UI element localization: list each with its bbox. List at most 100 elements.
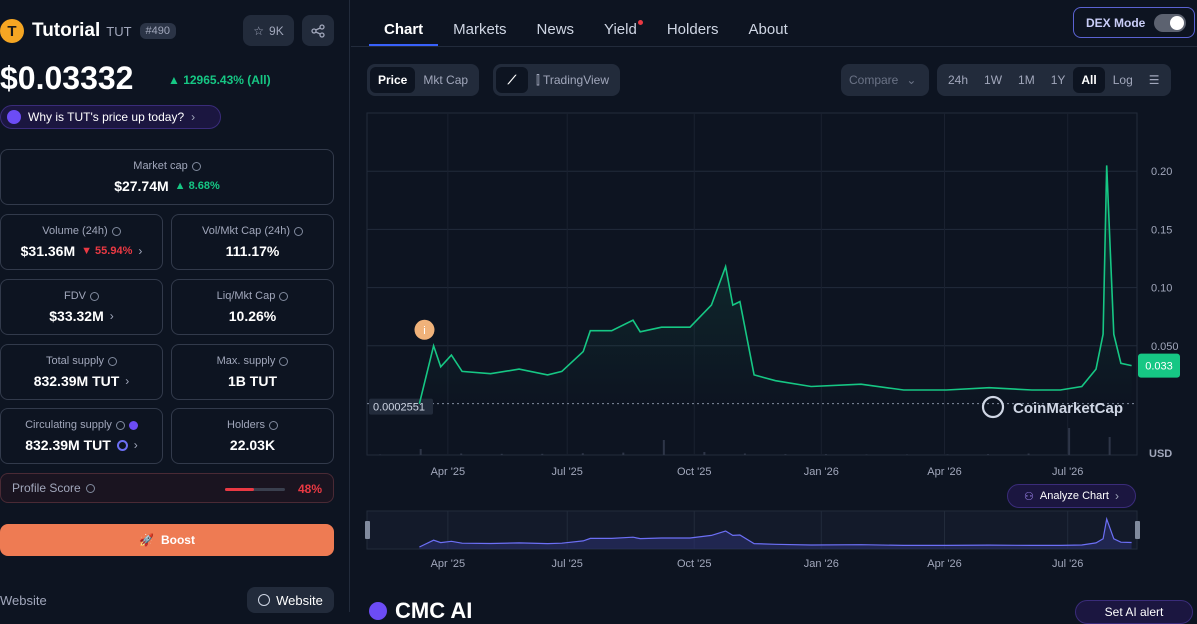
line-chart-icon: ⟋ — [507, 73, 517, 87]
y-tick-label: 0.050 — [1151, 341, 1179, 353]
share-button[interactable] — [302, 15, 334, 46]
holders-value: 22.03K — [229, 437, 276, 453]
volume-bar — [865, 454, 868, 455]
range-24h[interactable]: 24h — [948, 73, 969, 87]
tab-about[interactable]: About — [748, 21, 788, 38]
x-tick-label: Jul '26 — [1052, 466, 1083, 478]
vol-mkt-value: 111.17% — [225, 243, 280, 259]
volume-bar — [824, 454, 827, 455]
liq-mkt-card: Liq/Mkt Cap 10.26% — [171, 279, 334, 335]
info-icon[interactable] — [279, 291, 289, 301]
ai-icon: ⚇ — [1024, 490, 1034, 503]
chevron-right-icon: › — [125, 374, 130, 388]
navigator-area — [419, 519, 1132, 549]
cmc-ai-title: CMC AI — [395, 598, 473, 623]
analyze-chart-button[interactable]: ⚇ Analyze Chart › — [1007, 484, 1136, 508]
vol-mkt-label: Vol/Mkt Cap (24h) — [201, 225, 291, 237]
why-price-up-button[interactable]: Why is TUT's price up today? › — [0, 105, 221, 129]
range-all[interactable]: All — [1073, 67, 1105, 93]
navigator-handle-right[interactable] — [1135, 521, 1140, 539]
y-tick-label: 0.20 — [1151, 166, 1172, 178]
website-button[interactable]: Website — [247, 587, 334, 613]
annotation-marker-label: i — [423, 325, 425, 337]
tab-markets[interactable]: Markets — [453, 21, 507, 38]
price-change: ▲ 12965.43% (All) — [168, 73, 271, 87]
info-icon[interactable] — [294, 226, 304, 236]
boost-button[interactable]: 🚀 Boost — [0, 524, 334, 556]
volume-value: $31.36M — [20, 243, 76, 259]
info-icon[interactable] — [115, 420, 125, 430]
coin-logo: T — [0, 19, 24, 43]
circulating-supply-card[interactable]: Circulating supply 832.39M TUT › — [0, 408, 163, 464]
info-icon[interactable] — [111, 226, 121, 236]
analyze-chart-label: Analyze Chart — [1039, 490, 1109, 502]
vol-mkt-card: Vol/Mkt Cap (24h) 111.17% — [171, 214, 334, 270]
profile-score-value: 48% — [297, 482, 322, 496]
price-area — [419, 165, 1132, 404]
start-price-label-bg — [369, 398, 433, 415]
tradingview-button[interactable]: ⫿ TradingView — [528, 67, 617, 93]
log-toggle[interactable]: Log — [1112, 73, 1133, 87]
candles-icon: ⫿ — [536, 73, 543, 87]
watchlist-button[interactable]: ☆ 9K — [243, 15, 294, 46]
toggle-switch[interactable] — [1154, 14, 1186, 32]
volume-bar — [784, 454, 787, 455]
volume-card[interactable]: Volume (24h) $31.36M ▼ 55.94% › — [0, 214, 163, 270]
total-supply-value: 832.39M TUT — [33, 373, 120, 389]
coin-name: Tutorial — [32, 20, 101, 41]
info-icon[interactable] — [191, 161, 201, 171]
price-chart[interactable]: 0.20 0.15 0.10 0.050 Apr '25 Apr '25 Jul '25 Ju… — [351, 0, 1197, 612]
chevron-down-icon: ⌄ — [906, 73, 917, 87]
circulating-value: 832.39M TUT — [25, 437, 111, 453]
coin-sidebar: T Tutorial TUT #490 ☆ 9K $0.03332 ▲ 1296… — [0, 0, 350, 613]
mktcap-toggle[interactable]: Mkt Cap — [423, 73, 469, 87]
navigator-x-tick-label: Oct '25 — [677, 558, 712, 570]
dex-mode-label: DEX Mode — [1086, 15, 1146, 30]
navigator-x-tick-label: Jul '25 — [551, 558, 582, 570]
info-icon[interactable] — [268, 420, 278, 430]
holders-label: Holders — [227, 419, 265, 431]
info-icon[interactable] — [279, 356, 289, 366]
compare-dropdown[interactable]: Compare ⌄ — [841, 64, 929, 96]
circulating-label: Circulating supply — [25, 419, 112, 431]
price-toggle[interactable]: Price — [370, 67, 416, 93]
progress-ring-icon — [116, 439, 128, 451]
market-cap-change: ▲ 8.68% — [174, 180, 220, 192]
range-1y[interactable]: 1Y — [1050, 73, 1066, 87]
info-icon[interactable] — [85, 483, 95, 493]
info-icon[interactable] — [90, 291, 99, 301]
chevron-right-icon: › — [1114, 489, 1119, 503]
tab-news[interactable]: News — [536, 21, 575, 38]
tab-yield[interactable]: Yield — [589, 0, 652, 46]
navigator-x-tick-label: Apr '26 — [927, 558, 962, 570]
tab-holders[interactable]: Holders — [666, 21, 719, 38]
settings-button[interactable]: ☰ — [1141, 67, 1168, 93]
line-chart-button[interactable]: ⟋ — [496, 67, 528, 93]
volume-bar — [987, 454, 990, 455]
chart-style-toggle: ⟋ ⫿ TradingView — [493, 64, 621, 96]
range-1w[interactable]: 1W — [984, 73, 1003, 87]
navigator-x-tick-label: Apr '25 — [431, 558, 466, 570]
range-selector: 24h 1W 1M 1Y All Log ☰ — [937, 64, 1171, 96]
set-ai-alert-button[interactable]: Set AI alert — [1075, 600, 1193, 624]
info-icon[interactable] — [108, 356, 118, 366]
total-supply-card[interactable]: Total supply 832.39M TUT › — [0, 344, 163, 400]
volume-bar — [946, 454, 949, 455]
dex-mode-toggle[interactable]: DEX Mode — [1073, 7, 1195, 38]
y-tick-label: 0.10 — [1151, 283, 1172, 295]
why-price-text: Why is TUT's price up today? — [28, 110, 185, 124]
star-icon: ☆ — [253, 23, 265, 38]
price-line — [418, 165, 1132, 404]
profile-score[interactable]: Profile Score 48% — [0, 473, 334, 503]
volume-label: Volume (24h) — [42, 225, 108, 237]
chevron-right-icon: › — [109, 309, 114, 323]
range-1m[interactable]: 1M — [1018, 73, 1035, 87]
market-cap-value: $27.74M — [114, 178, 169, 194]
volume-bar — [906, 454, 908, 455]
start-price-label: 0.0002551 — [373, 402, 425, 414]
navigator-handle-left[interactable] — [365, 521, 370, 539]
profile-score-bar-fill — [225, 488, 254, 491]
tab-chart[interactable]: Chart — [369, 0, 439, 46]
fdv-card[interactable]: FDV $33.32M › — [0, 279, 163, 335]
globe-icon — [258, 594, 271, 606]
